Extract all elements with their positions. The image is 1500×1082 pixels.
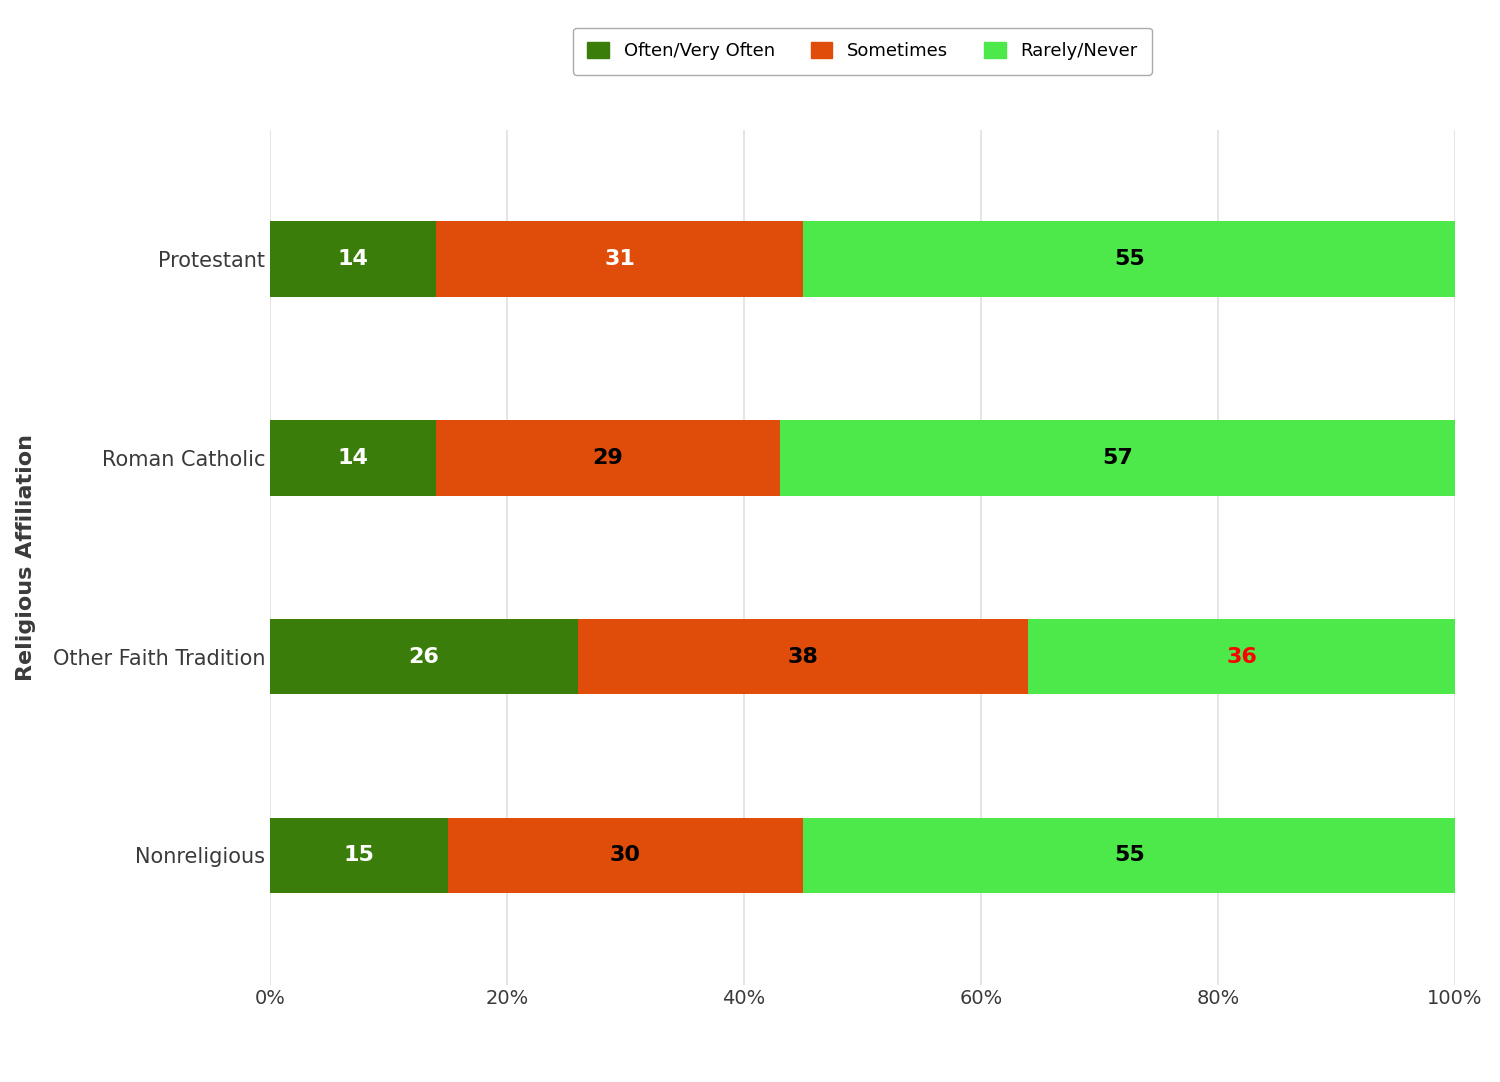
Bar [1029,619,1455,695]
Text: 29: 29 [592,448,622,467]
Bar [270,420,436,496]
Bar [270,619,578,695]
Text: 36: 36 [1227,647,1257,667]
Bar [436,420,780,496]
Text: 55: 55 [1113,845,1144,866]
Text: 14: 14 [338,448,369,467]
Text: 30: 30 [610,845,640,866]
Text: 14: 14 [338,249,369,269]
Y-axis label: Religious Affiliation: Religious Affiliation [16,434,36,681]
Bar [780,420,1455,496]
Bar [804,222,1455,296]
Text: 31: 31 [604,249,634,269]
Bar [447,818,804,893]
Text: 55: 55 [1113,249,1144,269]
Text: 57: 57 [1102,448,1132,467]
Text: 38: 38 [788,647,819,667]
Bar [270,818,447,893]
Bar [578,619,1029,695]
Text: 26: 26 [408,647,440,667]
Bar [436,222,804,296]
Bar [804,818,1455,893]
Text: 15: 15 [344,845,375,866]
Legend: Often/Very Often, Sometimes, Rarely/Never: Often/Very Often, Sometimes, Rarely/Neve… [573,28,1152,75]
Bar [270,222,436,296]
